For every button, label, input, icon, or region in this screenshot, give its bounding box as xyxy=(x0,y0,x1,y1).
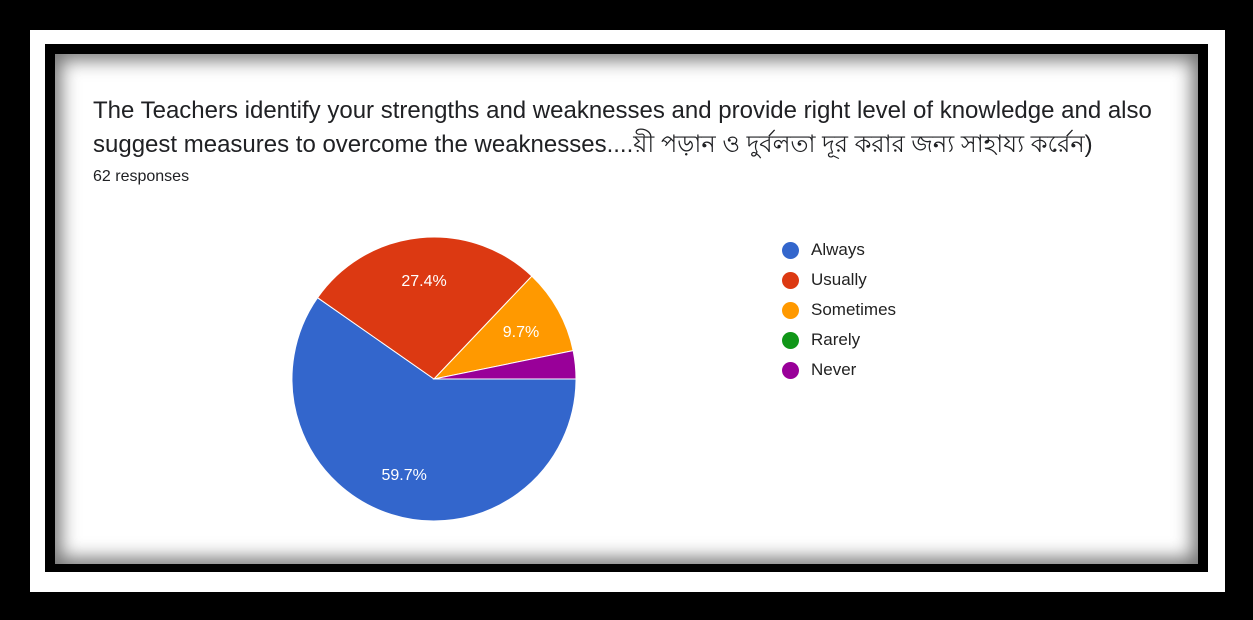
legend-swatch xyxy=(782,361,799,379)
pie-slice-usually xyxy=(316,236,533,380)
pie-chart: 59.7% 27.4% 9.7% xyxy=(291,236,577,522)
data-label-sometimes: 9.7% xyxy=(503,324,539,341)
legend-swatch xyxy=(782,271,799,289)
chart-legend: Always Usually Sometimes Rarely Never xyxy=(782,235,896,385)
question-title: The Teachers identify your strengths and… xyxy=(93,97,1152,158)
legend-item-always: Always xyxy=(782,235,896,265)
response-count: 62 responses xyxy=(93,168,190,185)
legend-label: Always xyxy=(811,240,865,259)
chart-card: The Teachers identify your strengths and… xyxy=(55,54,1198,564)
legend-label: Sometimes xyxy=(811,300,897,319)
pie-slice-sometimes xyxy=(432,275,574,380)
legend-item-rarely: Rarely xyxy=(782,325,896,355)
legend-swatch xyxy=(782,241,799,259)
data-label-usually: 27.4% xyxy=(401,273,446,290)
pie-slice-always xyxy=(291,297,577,522)
legend-item-sometimes: Sometimes xyxy=(782,295,896,325)
legend-item-usually: Usually xyxy=(782,265,896,295)
legend-item-never: Never xyxy=(782,355,896,385)
legend-swatch xyxy=(782,301,799,319)
legend-label: Never xyxy=(811,360,857,379)
pie-slice-never xyxy=(433,350,577,380)
legend-label: Rarely xyxy=(811,330,861,349)
legend-swatch xyxy=(782,331,799,349)
data-label-always: 59.7% xyxy=(381,467,426,484)
legend-label: Usually xyxy=(811,270,867,289)
